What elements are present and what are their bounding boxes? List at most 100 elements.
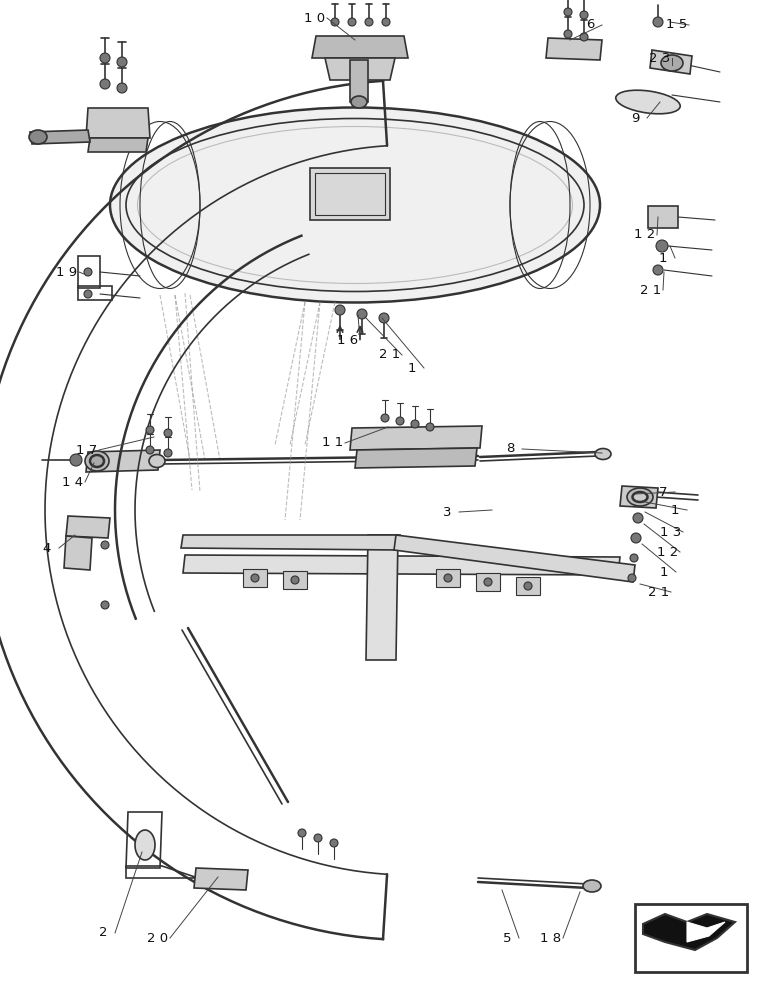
Text: 1 3: 1 3 [660, 526, 681, 538]
Text: 1: 1 [408, 361, 416, 374]
Text: 1 7: 1 7 [76, 444, 98, 456]
Circle shape [251, 574, 259, 582]
Polygon shape [643, 914, 735, 950]
Circle shape [298, 829, 306, 837]
Circle shape [653, 17, 663, 27]
Polygon shape [687, 922, 725, 942]
Polygon shape [650, 50, 692, 74]
Circle shape [653, 265, 663, 275]
Circle shape [84, 268, 92, 276]
Text: 1 5: 1 5 [666, 18, 688, 31]
Ellipse shape [110, 107, 600, 302]
Ellipse shape [85, 451, 109, 471]
Text: 1 2: 1 2 [634, 229, 656, 241]
Text: 7: 7 [659, 486, 667, 498]
Text: 2 1: 2 1 [640, 284, 662, 296]
Text: 9: 9 [631, 111, 639, 124]
Ellipse shape [661, 55, 683, 71]
Bar [436, 569, 460, 587]
Bar [315, 173, 385, 215]
Ellipse shape [29, 130, 47, 144]
Circle shape [101, 601, 109, 609]
Bar [283, 571, 307, 589]
Circle shape [633, 513, 643, 523]
Ellipse shape [149, 454, 165, 468]
Circle shape [396, 417, 404, 425]
Circle shape [164, 449, 172, 457]
Ellipse shape [627, 488, 653, 506]
Text: 2 1: 2 1 [649, 585, 669, 598]
Circle shape [314, 834, 322, 842]
Bar [243, 569, 267, 587]
Polygon shape [355, 448, 477, 468]
Polygon shape [394, 535, 635, 582]
Circle shape [100, 79, 110, 89]
Circle shape [70, 454, 82, 466]
Circle shape [631, 533, 641, 543]
Polygon shape [546, 38, 602, 60]
Circle shape [117, 83, 127, 93]
Polygon shape [86, 450, 160, 472]
Ellipse shape [616, 90, 680, 114]
Ellipse shape [351, 96, 367, 108]
Ellipse shape [595, 448, 611, 460]
Circle shape [331, 18, 339, 26]
Text: 1: 1 [659, 251, 667, 264]
Polygon shape [620, 486, 658, 508]
Polygon shape [181, 535, 400, 550]
Circle shape [365, 18, 373, 26]
Ellipse shape [135, 830, 155, 860]
Circle shape [444, 574, 452, 582]
Circle shape [580, 11, 588, 19]
Circle shape [630, 554, 638, 562]
Polygon shape [350, 426, 482, 450]
Polygon shape [64, 536, 92, 570]
Circle shape [357, 309, 367, 319]
Circle shape [146, 446, 154, 454]
Circle shape [484, 578, 492, 586]
Text: 1 9: 1 9 [57, 265, 78, 278]
Polygon shape [86, 108, 150, 138]
Circle shape [411, 420, 419, 428]
Bar [516, 577, 540, 595]
Circle shape [564, 30, 572, 38]
Circle shape [379, 313, 389, 323]
Bar [476, 573, 500, 591]
Text: 1: 1 [660, 566, 668, 578]
Text: 2 0: 2 0 [147, 932, 169, 944]
Circle shape [426, 423, 434, 431]
Circle shape [580, 33, 588, 41]
Circle shape [146, 426, 154, 434]
Circle shape [117, 57, 127, 67]
Polygon shape [194, 868, 248, 890]
Text: 1: 1 [671, 504, 679, 516]
Bar [648, 206, 678, 228]
Text: 1 4: 1 4 [63, 476, 83, 488]
Circle shape [101, 541, 109, 549]
Text: 1 1: 1 1 [322, 436, 344, 450]
Circle shape [291, 576, 299, 584]
Polygon shape [66, 516, 110, 538]
Ellipse shape [90, 455, 104, 467]
Text: 3: 3 [443, 506, 452, 518]
Circle shape [564, 8, 572, 16]
Circle shape [381, 414, 389, 422]
Circle shape [330, 839, 338, 847]
Text: 8: 8 [506, 442, 514, 456]
Polygon shape [312, 36, 408, 58]
Circle shape [100, 53, 110, 63]
Polygon shape [325, 58, 395, 80]
Text: 4: 4 [43, 542, 51, 554]
Text: 2 1: 2 1 [380, 349, 400, 361]
Bar [635, 904, 747, 972]
Text: 2: 2 [99, 926, 107, 940]
Text: 1 8: 1 8 [540, 932, 562, 944]
Text: 2 3: 2 3 [649, 51, 671, 64]
Text: 1 0: 1 0 [304, 11, 325, 24]
Text: 5: 5 [503, 932, 511, 944]
Circle shape [84, 290, 92, 298]
Circle shape [656, 240, 668, 252]
Circle shape [164, 429, 172, 437]
Polygon shape [88, 138, 148, 152]
Bar [350, 60, 368, 102]
